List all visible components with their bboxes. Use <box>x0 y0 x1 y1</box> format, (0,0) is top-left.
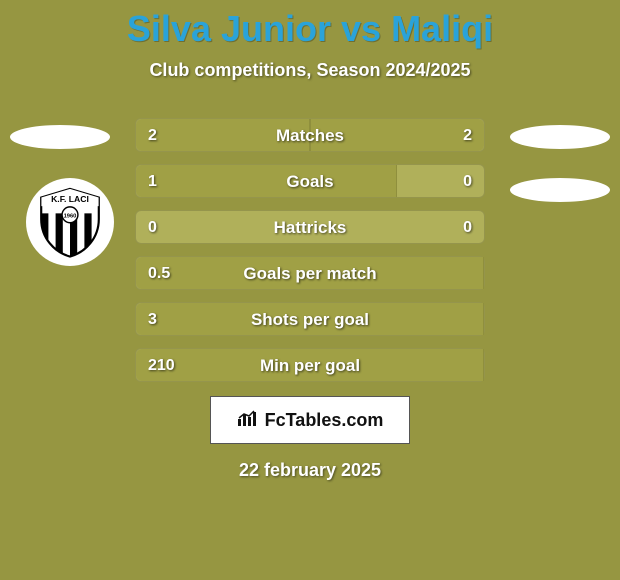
comparison-title: Silva Junior vs Maliqi <box>0 0 620 50</box>
brand-box[interactable]: FcTables.com <box>210 396 410 444</box>
stat-value-right: 0 <box>463 211 472 245</box>
stat-bar: 210Min per goal <box>135 348 485 382</box>
stat-bar: 2Matches2 <box>135 118 485 152</box>
brand-label: FcTables.com <box>265 410 384 431</box>
stat-bar: 3Shots per goal <box>135 302 485 336</box>
stat-label: Goals <box>136 165 484 199</box>
season-subtitle: Club competitions, Season 2024/2025 <box>0 60 620 81</box>
stat-bar: 1Goals0 <box>135 164 485 198</box>
footer-date: 22 february 2025 <box>0 460 620 481</box>
stat-bar: 0Hattricks0 <box>135 210 485 244</box>
stat-label: Matches <box>136 119 484 153</box>
vs-label: vs <box>341 8 381 49</box>
stat-value-right: 0 <box>463 165 472 199</box>
stat-bars-container: 2Matches21Goals00Hattricks00.5Goals per … <box>0 118 620 481</box>
stat-bar: 0.5Goals per match <box>135 256 485 290</box>
stat-label: Goals per match <box>136 257 484 291</box>
player-left-name: Silva Junior <box>127 8 331 49</box>
stat-label: Min per goal <box>136 349 484 383</box>
stat-label: Shots per goal <box>136 303 484 337</box>
stat-value-right: 2 <box>463 119 472 153</box>
chart-icon <box>237 409 259 432</box>
player-right-name: Maliqi <box>391 8 493 49</box>
stat-label: Hattricks <box>136 211 484 245</box>
